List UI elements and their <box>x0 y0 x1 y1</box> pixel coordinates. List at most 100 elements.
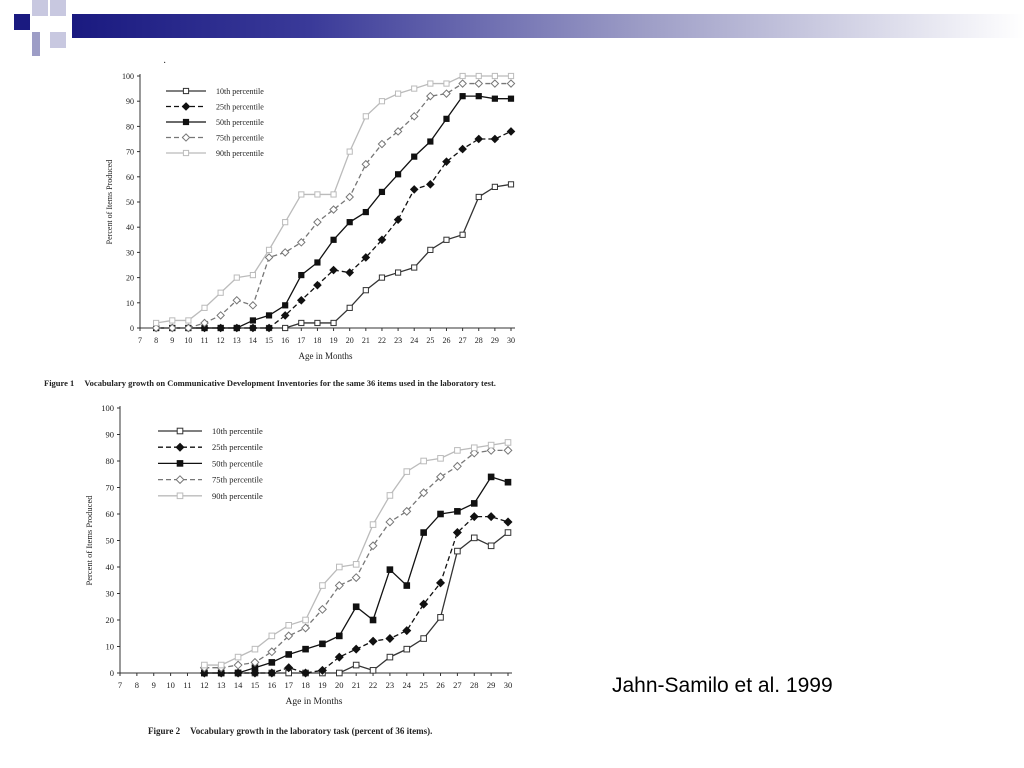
data-point <box>437 614 444 621</box>
data-point <box>504 478 512 486</box>
data-point <box>217 289 224 296</box>
axes: 0 10 20 30 40 50 60 70 80 90 100 7 8 9 10 11 12 13 14 15 16 1… <box>84 403 512 707</box>
data-point <box>176 427 184 435</box>
data-point <box>436 472 446 482</box>
x-tick-label: 27 <box>459 336 467 345</box>
x-tick-label: 16 <box>281 336 289 345</box>
x-tick-label: 12 <box>217 336 225 345</box>
data-point <box>443 80 450 87</box>
data-point <box>330 236 337 243</box>
x-tick-label: 29 <box>491 336 499 345</box>
data-point <box>267 668 277 678</box>
decor-square-mid <box>32 48 40 56</box>
y-tick-label: 90 <box>106 430 115 440</box>
data-point <box>184 323 193 333</box>
legend: 10th percentile 25th percentile 50th perce… <box>158 426 263 501</box>
data-point <box>264 323 274 333</box>
data-point <box>386 566 394 573</box>
x-tick-label: 25 <box>419 680 428 690</box>
data-point <box>426 180 435 189</box>
data-point <box>474 134 484 144</box>
data-point <box>394 90 402 97</box>
data-point <box>427 80 434 87</box>
data-point <box>470 534 478 542</box>
data-point <box>475 193 482 201</box>
data-point <box>329 265 338 275</box>
data-point <box>298 191 305 198</box>
data-point <box>264 253 274 262</box>
data-point <box>167 323 177 333</box>
data-point <box>490 134 500 144</box>
x-tick-label: 17 <box>284 680 293 690</box>
x-tick-label: 7 <box>118 680 122 690</box>
data-point <box>403 582 411 589</box>
data-point <box>470 444 478 452</box>
series-75th-percentile <box>151 79 516 333</box>
data-point <box>403 468 411 475</box>
data-point <box>491 95 498 102</box>
x-tick-label: 25 <box>426 336 434 345</box>
y-tick-label: 40 <box>126 223 134 232</box>
x-tick-label: 11 <box>183 680 191 690</box>
data-point <box>182 87 190 95</box>
data-point <box>284 631 294 641</box>
data-point <box>454 547 461 555</box>
y-tick-label: 60 <box>126 173 134 182</box>
data-point <box>411 264 418 271</box>
data-point <box>443 115 450 122</box>
x-tick-label: 14 <box>234 680 243 690</box>
data-point <box>282 219 289 226</box>
series-75th-percentile <box>199 445 513 673</box>
data-point <box>362 113 369 120</box>
data-point <box>378 98 386 105</box>
x-axis-label: Age in Months <box>286 697 343 707</box>
data-point <box>319 640 326 648</box>
data-point <box>393 215 403 224</box>
data-point <box>420 457 427 465</box>
y-tick-label: 50 <box>126 198 134 207</box>
y-tick-label: 0 <box>110 668 114 678</box>
data-point <box>285 622 292 629</box>
legend-label: 25th percentile <box>216 103 264 112</box>
x-tick-label: 19 <box>318 680 327 690</box>
data-point <box>267 647 277 657</box>
data-point <box>426 91 435 101</box>
x-tick-label: 17 <box>297 336 305 345</box>
y-tick-label: 30 <box>106 589 115 599</box>
data-point <box>175 442 185 452</box>
data-point <box>251 645 259 653</box>
figure-2-chart: 0 10 20 30 40 50 60 70 80 90 100 7 8 9 10 11 12 13 14 15 16 1… <box>0 398 560 743</box>
data-point <box>503 517 513 527</box>
x-tick-label: 30 <box>504 680 513 690</box>
y-tick-label: 80 <box>106 456 115 466</box>
legend-label: 50th percentile <box>212 458 263 468</box>
data-point <box>420 635 427 642</box>
data-point <box>454 508 461 515</box>
series-90th-percentile <box>153 72 515 327</box>
scan-artifact-dot: · <box>163 58 167 69</box>
data-point <box>336 669 343 677</box>
data-point <box>298 319 305 327</box>
x-tick-label: 21 <box>352 680 361 690</box>
figure-caption-text: Vocabulary growth on Communicative Devel… <box>84 378 496 388</box>
data-point <box>386 653 394 661</box>
series-90th-percentile <box>201 439 512 669</box>
legend-label: 10th percentile <box>216 87 264 96</box>
figure-caption: Figure 2 Vocabulary growth in the laborat… <box>148 726 432 736</box>
data-point <box>182 149 190 157</box>
x-axis-label: Age in Months <box>299 351 353 361</box>
data-point <box>268 659 276 666</box>
x-tick-label: 10 <box>166 680 175 690</box>
x-tick-label: 23 <box>386 680 395 690</box>
figure-1-chart: 0 10 20 30 40 50 60 70 80 90 100 7 8 9 10 11 12 13 14 15 16 1… <box>0 60 560 400</box>
data-point <box>317 665 327 675</box>
series-50th-percentile <box>201 473 512 677</box>
data-point <box>486 445 496 455</box>
x-tick-label: 11 <box>201 336 209 345</box>
data-point <box>442 89 451 98</box>
data-point <box>334 652 344 662</box>
x-tick-label: 16 <box>268 680 277 690</box>
series-10th-percentile <box>201 529 512 677</box>
data-point <box>249 271 257 279</box>
data-point <box>409 185 419 194</box>
